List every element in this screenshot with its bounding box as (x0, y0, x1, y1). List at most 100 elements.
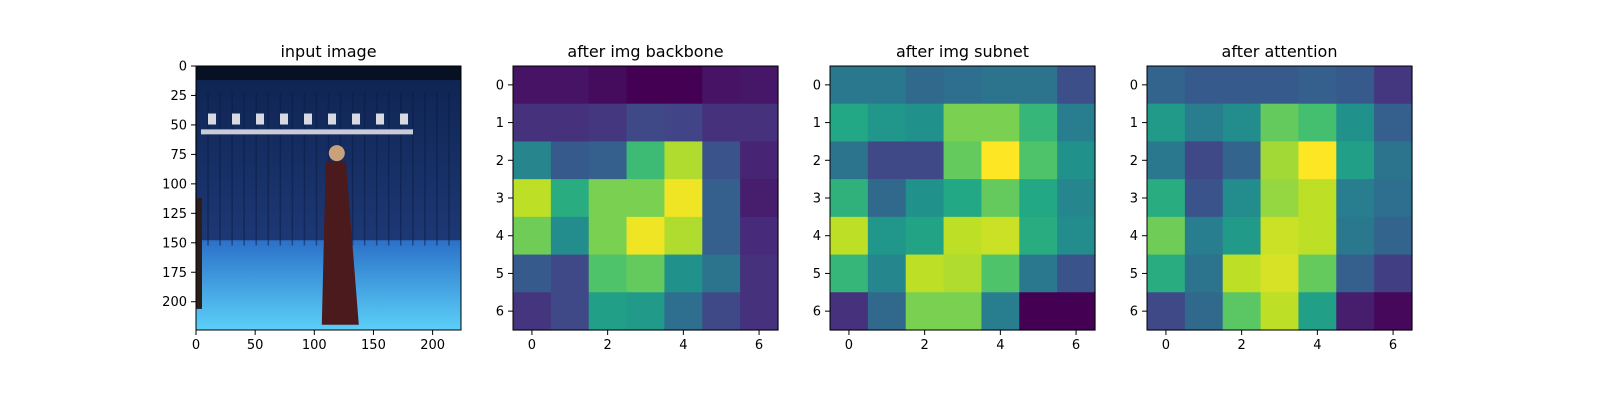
heatmap-cell (943, 141, 983, 180)
heatmap-cell (1298, 216, 1337, 256)
y-tick-label: 100 (162, 177, 187, 192)
x-tick-label: 0 (528, 338, 536, 353)
camera-fixture (280, 113, 288, 125)
heatmap-cell (1019, 216, 1058, 256)
heatmap-cell (740, 179, 779, 218)
y-tick-label: 0 (1130, 78, 1138, 93)
heatmap-cell (550, 103, 590, 143)
x-tick-label: 0 (845, 338, 853, 353)
heatmap-cell (702, 103, 741, 143)
heatmap-cell (1147, 103, 1186, 143)
y-tick-label: 0 (179, 60, 187, 75)
panel-title: after img backbone (567, 42, 723, 61)
y-tick-label: 125 (162, 207, 187, 222)
heatmap-cell (981, 292, 1020, 331)
y-tick-label: 4 (813, 229, 821, 244)
heatmap-cell (702, 179, 741, 218)
heatmap-cell (1184, 292, 1224, 331)
heatmap-cell (664, 292, 703, 331)
camera-fixture (256, 113, 264, 125)
y-tick-label: 0 (496, 78, 504, 93)
y-tick-label: 3 (496, 192, 504, 207)
heatmap-cell (550, 254, 590, 293)
heatmap-cell (1057, 254, 1096, 293)
x-tick-label: 200 (420, 338, 445, 353)
heatmap-cell (867, 66, 907, 105)
heatmap-cell (943, 254, 983, 293)
camera-fixture (208, 113, 216, 125)
y-tick-label: 6 (813, 305, 821, 320)
heatmap-cell (1222, 141, 1262, 180)
y-tick-label: 5 (813, 267, 821, 282)
heatmap-cell (550, 216, 590, 256)
heatmap-cell (1336, 103, 1375, 143)
heatmap-cell (1336, 254, 1375, 293)
x-tick-label: 100 (302, 338, 327, 353)
y-tick-label: 4 (1130, 229, 1138, 244)
heatmap-cell (1298, 254, 1337, 293)
heatmap-cell (981, 179, 1020, 218)
heatmap-cell (1147, 66, 1186, 105)
heatmap-cell (1057, 179, 1096, 218)
heatmap-cell (867, 179, 907, 218)
x-tick-label: 4 (996, 338, 1004, 353)
heatmap-cell (702, 141, 741, 180)
axes-frame (829, 65, 1096, 331)
heatmap-cell (588, 66, 628, 105)
heatmap-cell (981, 103, 1020, 143)
heatmap-cell (1184, 254, 1224, 293)
heatmap-cell (588, 216, 628, 256)
heatmap-cell (1336, 141, 1375, 180)
heatmap-cell (1298, 103, 1337, 143)
heatmap-cell (1374, 141, 1413, 180)
heatmap-cell (1019, 141, 1058, 180)
axes-frame (195, 65, 462, 331)
heatmap-cell (1260, 292, 1300, 331)
heatmap-cell (1147, 179, 1186, 218)
axes-ticks: 0 2 4 6 0 1 2 3 4 5 6 (813, 78, 1080, 353)
x-tick-label: 4 (1313, 338, 1321, 353)
y-tick-label: 5 (496, 267, 504, 282)
heatmap-cell (588, 292, 628, 331)
heatmap-cell (943, 66, 983, 105)
y-tick-label: 75 (170, 148, 187, 163)
heatmap-cell (1222, 179, 1262, 218)
heatmap-cell (1057, 103, 1096, 143)
heatmap-cell (943, 216, 983, 256)
x-tick-label: 6 (1389, 338, 1397, 353)
y-tick-label: 6 (1130, 305, 1138, 320)
heatmap-cell (1374, 254, 1413, 293)
heatmap-cell (513, 254, 552, 293)
y-tick-label: 6 (496, 305, 504, 320)
heatmap-cell (943, 103, 983, 143)
heatmap-cell (830, 141, 869, 180)
heatmap-cell (830, 103, 869, 143)
heatmap-cells (830, 66, 1096, 331)
x-tick-label: 6 (755, 338, 763, 353)
y-tick-label: 2 (1130, 154, 1138, 169)
heatmap-cell (588, 254, 628, 293)
heatmap-cell (1222, 66, 1262, 105)
x-tick-label: 6 (1072, 338, 1080, 353)
heatmap-cell (1336, 216, 1375, 256)
heatmap-cell (1260, 254, 1300, 293)
heatmap-cell (867, 292, 907, 331)
x-tick-label: 0 (1162, 338, 1170, 353)
heatmap-cell (1184, 216, 1224, 256)
heatmap-cell (550, 179, 590, 218)
y-tick-label: 2 (813, 154, 821, 169)
heatmap-cell (867, 216, 907, 256)
y-tick-label: 3 (1130, 192, 1138, 207)
heatmap-cell (1298, 292, 1337, 331)
heatmap-cell (626, 141, 666, 180)
heatmap-cell (664, 141, 703, 180)
panel-title: input image (280, 42, 376, 61)
camera-fixture (304, 113, 312, 125)
heatmap-cell (513, 292, 552, 331)
y-tick-label: 1 (813, 116, 821, 131)
heatmap-cell (1222, 292, 1262, 331)
heatmap-cell (1260, 103, 1300, 143)
heatmap-cell (1336, 66, 1375, 105)
panel-title: after attention (1222, 42, 1338, 61)
y-tick-label: 50 (170, 118, 187, 133)
